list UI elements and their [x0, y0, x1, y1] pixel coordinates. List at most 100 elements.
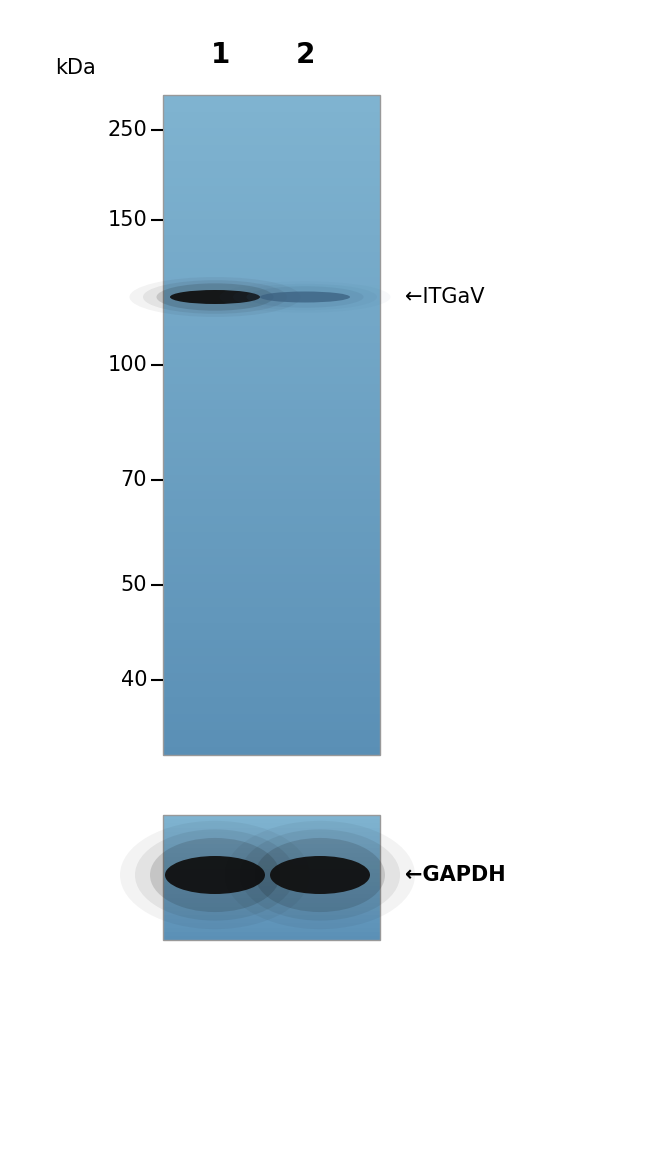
- Bar: [163, 681, 380, 689]
- Bar: [163, 820, 380, 823]
- Bar: [163, 292, 380, 302]
- Ellipse shape: [240, 829, 400, 920]
- Bar: [163, 877, 380, 882]
- Ellipse shape: [135, 829, 295, 920]
- Bar: [163, 532, 380, 541]
- Text: 40: 40: [120, 670, 147, 690]
- Bar: [163, 392, 380, 400]
- Ellipse shape: [157, 283, 274, 311]
- Bar: [163, 507, 380, 516]
- Text: kDa: kDa: [55, 58, 96, 77]
- Ellipse shape: [255, 838, 385, 912]
- Bar: [163, 815, 380, 820]
- Bar: [163, 450, 380, 458]
- Bar: [163, 623, 380, 631]
- Bar: [163, 400, 380, 408]
- Bar: [163, 932, 380, 936]
- Bar: [163, 384, 380, 392]
- Text: 100: 100: [107, 355, 147, 375]
- Bar: [163, 903, 380, 906]
- Bar: [163, 103, 380, 111]
- Bar: [163, 673, 380, 681]
- Bar: [163, 689, 380, 697]
- Bar: [163, 491, 380, 499]
- Bar: [163, 434, 380, 442]
- Bar: [163, 665, 380, 673]
- Bar: [163, 885, 380, 890]
- Ellipse shape: [170, 290, 260, 304]
- Bar: [163, 873, 380, 877]
- Bar: [163, 865, 380, 869]
- Bar: [163, 647, 380, 655]
- Bar: [163, 417, 380, 425]
- Bar: [163, 731, 380, 739]
- Bar: [163, 161, 380, 169]
- Bar: [163, 705, 380, 713]
- Bar: [163, 911, 380, 916]
- Bar: [163, 936, 380, 940]
- Bar: [163, 857, 380, 861]
- Bar: [163, 194, 380, 202]
- Bar: [163, 408, 380, 417]
- Text: 70: 70: [120, 470, 147, 490]
- Bar: [163, 474, 380, 483]
- Bar: [163, 823, 380, 828]
- Bar: [163, 483, 380, 491]
- Bar: [163, 924, 380, 927]
- Bar: [163, 549, 380, 557]
- Bar: [163, 144, 380, 153]
- Bar: [163, 697, 380, 705]
- Text: ←GAPDH: ←GAPDH: [405, 865, 506, 885]
- Bar: [163, 836, 380, 840]
- Bar: [163, 276, 380, 284]
- Bar: [163, 302, 380, 310]
- Bar: [163, 334, 380, 342]
- Bar: [163, 310, 380, 318]
- Bar: [163, 747, 380, 755]
- Bar: [163, 342, 380, 350]
- Bar: [163, 360, 380, 368]
- Bar: [163, 882, 380, 885]
- Bar: [163, 95, 380, 103]
- Bar: [163, 895, 380, 898]
- Bar: [163, 120, 380, 128]
- Bar: [163, 284, 380, 292]
- Bar: [163, 722, 380, 731]
- Bar: [163, 828, 380, 831]
- Bar: [163, 227, 380, 236]
- Text: ←ITGaV: ←ITGaV: [405, 287, 484, 307]
- Bar: [163, 852, 380, 857]
- Bar: [163, 252, 380, 260]
- Bar: [163, 442, 380, 450]
- Bar: [163, 524, 380, 532]
- Text: 2: 2: [295, 40, 315, 69]
- Bar: [163, 169, 380, 178]
- Bar: [163, 244, 380, 252]
- Bar: [163, 466, 380, 474]
- Bar: [163, 326, 380, 334]
- Bar: [163, 136, 380, 144]
- Text: 150: 150: [107, 210, 147, 230]
- Bar: [163, 186, 380, 194]
- Bar: [163, 599, 380, 607]
- Ellipse shape: [233, 284, 377, 310]
- Ellipse shape: [246, 287, 363, 307]
- Bar: [163, 376, 380, 384]
- Bar: [163, 927, 380, 932]
- Bar: [163, 906, 380, 911]
- Bar: [163, 607, 380, 615]
- Bar: [163, 590, 380, 599]
- Bar: [163, 425, 380, 434]
- Bar: [163, 581, 380, 590]
- Bar: [163, 350, 380, 360]
- Bar: [163, 615, 380, 623]
- Bar: [163, 713, 380, 722]
- Bar: [163, 153, 380, 161]
- Bar: [163, 516, 380, 524]
- Text: 250: 250: [107, 120, 147, 140]
- Bar: [163, 890, 380, 895]
- Ellipse shape: [143, 280, 287, 313]
- Bar: [163, 815, 380, 940]
- Bar: [163, 840, 380, 844]
- Bar: [163, 541, 380, 549]
